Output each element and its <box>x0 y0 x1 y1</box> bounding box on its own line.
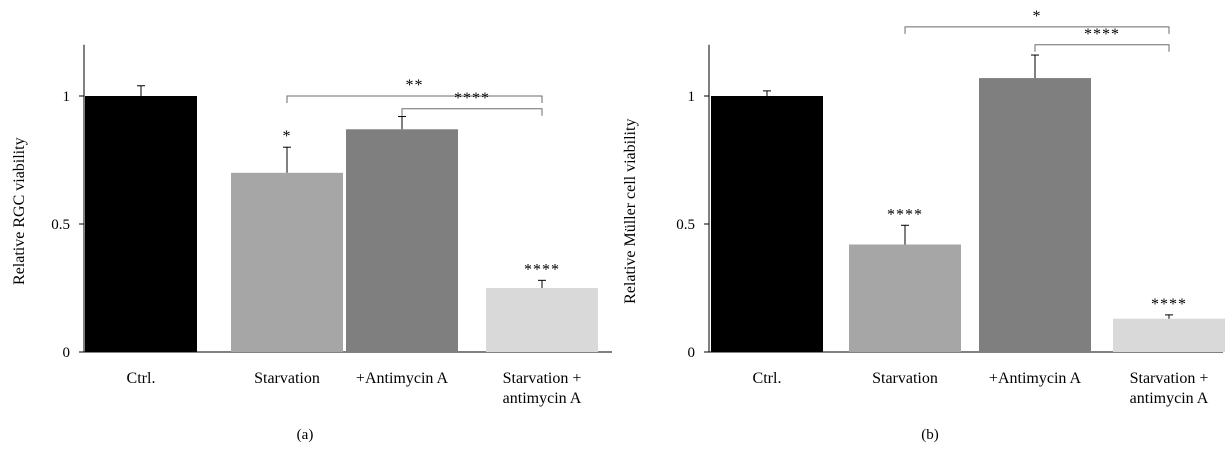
panel-a-comparison-label: **** <box>454 90 490 107</box>
panel-b-bar <box>849 244 961 352</box>
panel-b-comparison-bracket <box>904 26 1170 34</box>
panel-b-category-label: +Antimycin A <box>989 370 1082 387</box>
panel-b-y-tick-label: 1 <box>688 89 696 105</box>
panel-b-category-label: Starvation <box>872 370 938 387</box>
chart-panel-b: 0 0.5 1 Relative Müller cell viability Ctrl.… <box>622 8 1225 443</box>
panel-b-bar <box>1113 318 1225 352</box>
panel-a-bar <box>346 129 458 352</box>
panel-a-category-label: Ctrl. <box>127 370 156 387</box>
panel-a-significance-marker: **** <box>524 261 560 278</box>
panel-b-comparison-label: * <box>1033 8 1042 25</box>
panel-a-category-label: Starvation <box>254 370 320 387</box>
panel-b-significance-marker: **** <box>1151 296 1187 313</box>
panel-b-bar <box>711 96 823 352</box>
chart-panel-a: 0 0.5 1 Relative RGC viability Ctrl. Starvati… <box>11 44 612 443</box>
panel-a-y-axis-label: Relative RGC viability <box>11 137 28 285</box>
panel-b-y-tick-label: 0.5 <box>676 217 695 233</box>
panel-b-bar <box>979 78 1091 352</box>
panel-b-y-axis-label: Relative Müller cell viability <box>622 119 639 304</box>
panel-a-comparison-bracket <box>401 108 543 116</box>
panel-a-bar <box>85 96 197 352</box>
panel-a-bar <box>231 172 343 352</box>
panel-b-y-tick-label: 0 <box>688 345 696 361</box>
panel-b-category-label: antimycin A <box>1130 390 1209 407</box>
panel-b-category-label: Ctrl. <box>753 370 782 387</box>
panel-a-category-label: +Antimycin A <box>356 370 449 387</box>
panel-a-category-label: Starvation + <box>503 370 582 387</box>
panel-a-panel-label: (a) <box>297 427 314 443</box>
panel-b-significance-marker: **** <box>887 206 923 223</box>
panel-b-category-label: Starvation + <box>1130 370 1209 387</box>
panel-b-comparison-bracket <box>1034 44 1170 52</box>
panel-a-y-tick-label: 0 <box>63 345 71 361</box>
panel-a-y-tick-label: 0.5 <box>51 217 70 233</box>
panel-a-significance-marker: * <box>283 128 292 145</box>
panel-a-category-label: antimycin A <box>503 390 582 407</box>
panel-a-comparison-bracket <box>286 95 543 103</box>
panel-a-comparison-label: ** <box>406 77 424 94</box>
panel-b-comparison-label: **** <box>1084 26 1120 43</box>
panel-b-panel-label: (b) <box>921 427 939 443</box>
panel-a-y-tick-label: 1 <box>63 89 71 105</box>
panel-a-bar <box>486 288 598 352</box>
